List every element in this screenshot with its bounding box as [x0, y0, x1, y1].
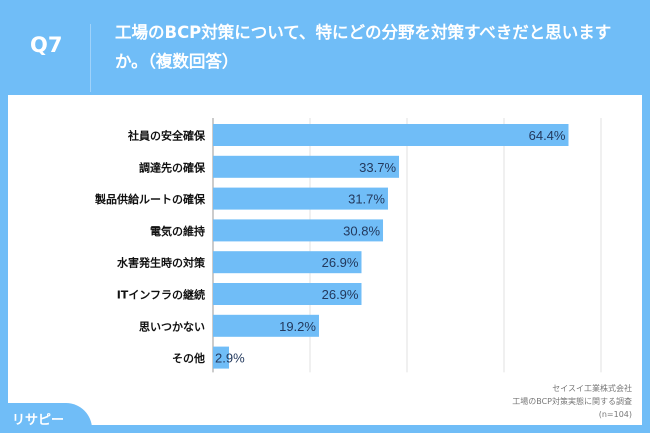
bar: [213, 283, 362, 305]
value-label: 31.7%: [348, 192, 385, 207]
sample-size: (n=104): [598, 410, 632, 419]
question-title: 工場のBCP対策について、特にどの分野を対策すべきだと思いますか。（複数回答）: [115, 23, 612, 71]
source-note: セイスイ工業株式会社 工場のBCP対策実態に関する調査 (n=104): [512, 382, 632, 421]
question-number: Q7: [30, 33, 63, 57]
bar: [213, 346, 230, 369]
value-label: 33.7%: [359, 160, 396, 175]
source-company: セイスイ工業株式会社: [552, 384, 632, 393]
value-label: 26.9%: [322, 255, 359, 270]
source-survey: 工場のBCP対策実態に関する調査: [512, 397, 632, 406]
category-label: 調達先の確保: [139, 160, 206, 174]
value-label: 19.2%: [279, 319, 316, 334]
category-label: 水害発生時の対策: [117, 256, 206, 270]
bar: [213, 124, 569, 146]
value-label: 30.8%: [343, 223, 380, 238]
divider: [90, 24, 91, 92]
logo-text: リサピー: [12, 413, 65, 428]
category-label: 電気の維持: [150, 224, 205, 238]
category-label: 社員の安全確保: [127, 129, 206, 143]
category-label: ITインフラの継続: [117, 288, 205, 302]
bar: [213, 187, 388, 210]
bar: [213, 155, 400, 178]
bar: [213, 219, 384, 242]
value-label: 64.4%: [529, 128, 566, 143]
bar: [213, 251, 362, 274]
category-label: 製品供給ルートの確保: [94, 192, 206, 206]
category-label: 思いつかない: [139, 320, 205, 333]
category-label: その他: [172, 351, 205, 365]
header: Q7 工場のBCP対策について、特にどの分野を対策すべきだと思いますか。（複数回…: [0, 0, 650, 92]
value-label: 26.9%: [322, 287, 359, 302]
bar-chart: 社員の安全確保 64.4% 調達先の確保 33.7% 製品供給ルートの確保 31.7% 電気…: [94, 118, 602, 373]
bar: [213, 314, 319, 337]
logo: リサピー: [0, 403, 92, 433]
chart-card: 社員の安全確保 64.4% 調達先の確保 33.7% 製品供給ルートの確保 31.7% 電気…: [8, 95, 642, 425]
value-label: 2.9%: [215, 351, 245, 366]
